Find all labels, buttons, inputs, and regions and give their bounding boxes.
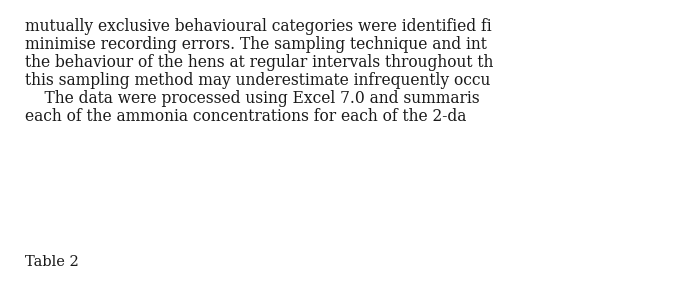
Text: this sampling method may underestimate infrequently occu: this sampling method may underestimate i… bbox=[25, 72, 491, 89]
Text: each of the ammonia concentrations for each of the 2-da: each of the ammonia concentrations for e… bbox=[25, 108, 466, 125]
Text: Table 2: Table 2 bbox=[25, 255, 78, 269]
Text: the behaviour of the hens at regular intervals throughout th: the behaviour of the hens at regular int… bbox=[25, 54, 493, 71]
Text: mutually exclusive behavioural categories were identified fi: mutually exclusive behavioural categorie… bbox=[25, 18, 492, 35]
Text: minimise recording errors. The sampling technique and int: minimise recording errors. The sampling … bbox=[25, 36, 487, 53]
Text: The data were processed using Excel 7.0 and summaris: The data were processed using Excel 7.0 … bbox=[25, 90, 480, 107]
